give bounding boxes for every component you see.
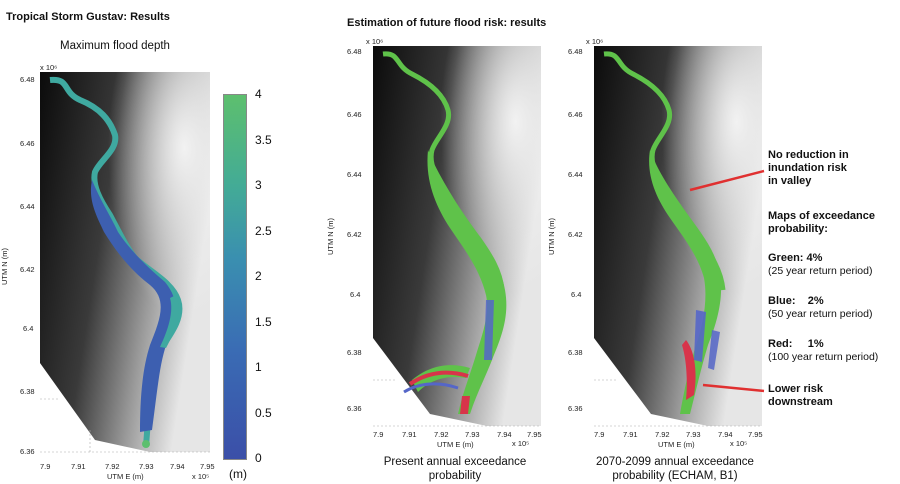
panel2-xtick: 7.91 <box>402 430 417 439</box>
panel3-xtick: 7.91 <box>623 430 638 439</box>
panel3-ytick: 6.4 <box>571 290 582 299</box>
maps-heading-line: Maps of exceedance <box>768 210 875 222</box>
panel2-xtick: 7.92 <box>434 430 449 439</box>
panel2-xtick: 7.9 <box>373 430 384 439</box>
panel2-xtick: 7.95 <box>527 430 542 439</box>
maps-heading-line: probability: <box>768 223 828 235</box>
panel1-xtick: 7.91 <box>71 462 86 471</box>
colorbar-tick: 0.5 <box>255 406 272 420</box>
panel1-xtick: 7.93 <box>139 462 154 471</box>
panel2-ytick: 6.48 <box>347 47 362 56</box>
panel1-xtick: 7.92 <box>105 462 120 471</box>
panel2-caption-line1: Present annual exceedance <box>383 456 527 468</box>
panel2-ytick: 6.36 <box>347 404 362 413</box>
panel1-ytick: 6.46 <box>20 139 35 148</box>
panel2-caption: Present annual exceedance probability <box>360 455 550 483</box>
colorbar-tick: 1 <box>255 360 262 374</box>
colorbar-tick: 1.5 <box>255 315 272 329</box>
panel1-ytick: 6.4 <box>23 324 34 333</box>
panel1-subtitle: Maximum flood depth <box>60 40 170 52</box>
panel1-x-exponent: x 10⁵ <box>192 472 210 481</box>
panel3-caption: 2070-2099 annual exceedance probability … <box>580 455 770 483</box>
annotation-maps-heading: Maps of exceedance probability: <box>768 210 875 236</box>
panel3-grid-lines <box>594 379 762 427</box>
panel1-ytick: 6.48 <box>20 75 35 84</box>
annotation-no-reduction-line: in valley <box>768 175 812 187</box>
panel3-ytick: 6.42 <box>568 230 583 239</box>
panel1-grid-lines <box>40 398 210 453</box>
panel1-y-exponent: x 10⁶ <box>40 63 58 72</box>
panel1-xlabel: UTM E (m) <box>107 472 144 481</box>
panel2-grid-lines <box>373 379 541 427</box>
legend-red-label: Red: 1% <box>768 338 824 350</box>
panel2-flood-extent <box>382 51 507 414</box>
annotation-no-reduction-line: No reduction in <box>768 149 849 161</box>
left-title: Tropical Storm Gustav: Results <box>6 11 170 23</box>
panel3-caption-line2: probability (ECHAM, B1) <box>612 470 738 482</box>
panel1-xtick: 7.94 <box>170 462 185 471</box>
panel2-y-exponent: x 10⁶ <box>366 37 384 46</box>
annotation-lower-risk-line: downstream <box>768 396 833 408</box>
panel3-ytick: 6.36 <box>568 404 583 413</box>
annotation-lower-risk-line: Lower risk <box>768 383 824 395</box>
arrow-lower-risk <box>702 383 765 393</box>
panel2-ytick: 6.46 <box>347 110 362 119</box>
colorbar <box>223 94 247 460</box>
panel3-flood-extent <box>603 51 726 414</box>
panel3-xtick: 7.92 <box>655 430 670 439</box>
panel2-ytick: 6.38 <box>347 348 362 357</box>
right-title: Estimation of future flood risk: results <box>347 17 547 29</box>
legend-red-period: (100 year return period) <box>768 351 879 363</box>
panel1-flood-depth <box>49 76 183 448</box>
legend-blue-period: (50 year return period) <box>768 308 873 320</box>
arrow-no-reduction <box>689 169 765 192</box>
panel1-ytick: 6.38 <box>20 387 35 396</box>
panel1-terrain <box>40 72 210 452</box>
panel3-ytick: 6.48 <box>568 47 583 56</box>
legend-green-label: Green: 4% <box>768 252 823 264</box>
panel3-xtick: 7.94 <box>718 430 733 439</box>
panel3-xtick: 7.95 <box>748 430 763 439</box>
panel3-y-exponent: x 10⁶ <box>586 37 604 46</box>
annotation-lower-risk: Lower risk downstream <box>768 383 833 409</box>
colorbar-tick: 0 <box>255 451 262 465</box>
panel3-ytick: 6.44 <box>568 170 583 179</box>
legend-green-period: (25 year return period) <box>768 265 873 277</box>
panel1-ytick: 6.44 <box>20 202 35 211</box>
colorbar-tick: 3.5 <box>255 133 272 147</box>
panel2-xlabel: UTM E (m) <box>437 440 474 449</box>
annotation-no-reduction: No reduction in inundation risk in valle… <box>768 149 849 188</box>
colorbar-tick: 3 <box>255 178 262 192</box>
panel1-xtick: 7.9 <box>40 462 51 471</box>
panel2-x-exponent: x 10⁵ <box>512 439 530 448</box>
panel3-terrain <box>594 46 762 426</box>
colorbar-unit: (m) <box>229 467 247 481</box>
panel2-caption-line2: probability <box>428 470 482 482</box>
colorbar-tick: 4 <box>255 87 262 101</box>
colorbar-tick: 2 <box>255 269 262 283</box>
panel3-xlabel: UTM E (m) <box>658 440 695 449</box>
panel3-ytick: 6.46 <box>568 110 583 119</box>
annotation-no-reduction-line: inundation risk <box>768 162 847 174</box>
panel1-xtick: 7.95 <box>200 462 215 471</box>
panel1-ytick: 6.42 <box>20 265 35 274</box>
panel1-ytick: 6.36 <box>20 447 35 456</box>
legend-blue-label: Blue: 2% <box>768 295 824 307</box>
panel3-caption-line1: 2070-2099 annual exceedance <box>596 456 754 468</box>
panel2-ytick: 6.44 <box>347 170 362 179</box>
panel2-xtick: 7.94 <box>497 430 512 439</box>
panel2-ytick: 6.4 <box>350 290 361 299</box>
panel3-x-exponent: x 10⁵ <box>730 439 748 448</box>
colorbar-tick: 2.5 <box>255 224 272 238</box>
panel2-ytick: 6.42 <box>347 230 362 239</box>
panel3-ytick: 6.38 <box>568 348 583 357</box>
panel2-xtick: 7.93 <box>465 430 480 439</box>
panel3-xtick: 7.9 <box>594 430 605 439</box>
panel3-xtick: 7.93 <box>686 430 701 439</box>
